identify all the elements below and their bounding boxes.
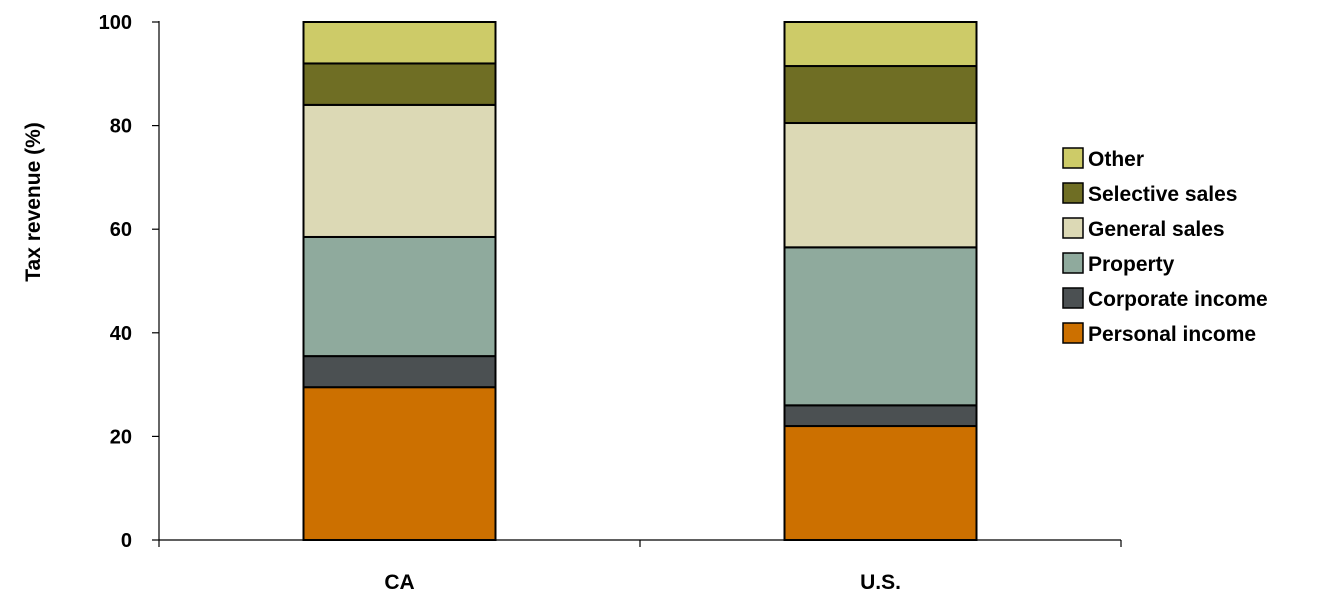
legend-item-selective-sales: Selective sales bbox=[1062, 182, 1237, 206]
legend-swatch bbox=[1062, 182, 1084, 204]
bar-stacks bbox=[302, 21, 978, 542]
legend-swatch bbox=[1062, 147, 1084, 169]
bar-segment-property-ca bbox=[302, 235, 497, 358]
legend-swatch bbox=[1062, 322, 1084, 344]
legend-item-personal-income: Personal income bbox=[1062, 322, 1256, 346]
y-tick-label: 100 bbox=[99, 12, 132, 34]
y-tick-label: 20 bbox=[110, 426, 132, 448]
bar-segment-selective-sales-us bbox=[783, 65, 978, 125]
bar-segment-corporate-income-us bbox=[783, 404, 978, 428]
legend: Other Selective sales General sales Propert… bbox=[1062, 147, 1268, 346]
legend-item-property: Property bbox=[1062, 252, 1175, 276]
y-tick-label: 80 bbox=[110, 116, 132, 138]
legend-label: General sales bbox=[1088, 218, 1225, 241]
bar-segment-personal-income-us bbox=[783, 425, 978, 542]
bar-segment-corporate-income-ca bbox=[302, 355, 497, 389]
bar-segment-personal-income-ca bbox=[302, 386, 497, 541]
legend-item-general-sales: General sales bbox=[1062, 217, 1225, 241]
legend-label: Selective sales bbox=[1088, 183, 1237, 206]
bar-segment-property-us bbox=[783, 246, 978, 407]
x-category-label: U.S. bbox=[860, 571, 901, 594]
legend-swatch bbox=[1062, 287, 1084, 309]
y-tick-label: 40 bbox=[110, 323, 132, 345]
legend-label: Other bbox=[1088, 148, 1144, 171]
legend-item-corporate-income: Corporate income bbox=[1062, 287, 1268, 311]
legend-label: Property bbox=[1088, 253, 1175, 276]
x-axis: CA U.S. bbox=[158, 539, 1122, 594]
bar-segment-other-ca bbox=[302, 21, 497, 65]
legend-swatch bbox=[1062, 217, 1084, 239]
bar-segment-selective-sales-ca bbox=[302, 62, 497, 106]
legend-label: Corporate income bbox=[1088, 288, 1268, 311]
y-tick-label: 0 bbox=[121, 530, 132, 552]
bar-segment-general-sales-ca bbox=[302, 103, 497, 238]
y-tick-label: 60 bbox=[110, 219, 132, 241]
y-axis-title: Tax revenue (%) bbox=[22, 122, 45, 282]
legend-item-other: Other bbox=[1062, 147, 1144, 171]
y-axis: 0 20 40 60 80 100 bbox=[99, 12, 160, 552]
bar-segment-other-us bbox=[783, 21, 978, 68]
legend-swatch bbox=[1062, 252, 1084, 274]
legend-label: Personal income bbox=[1088, 323, 1256, 346]
bar-segment-general-sales-us bbox=[783, 122, 978, 249]
x-category-label: CA bbox=[384, 571, 414, 594]
